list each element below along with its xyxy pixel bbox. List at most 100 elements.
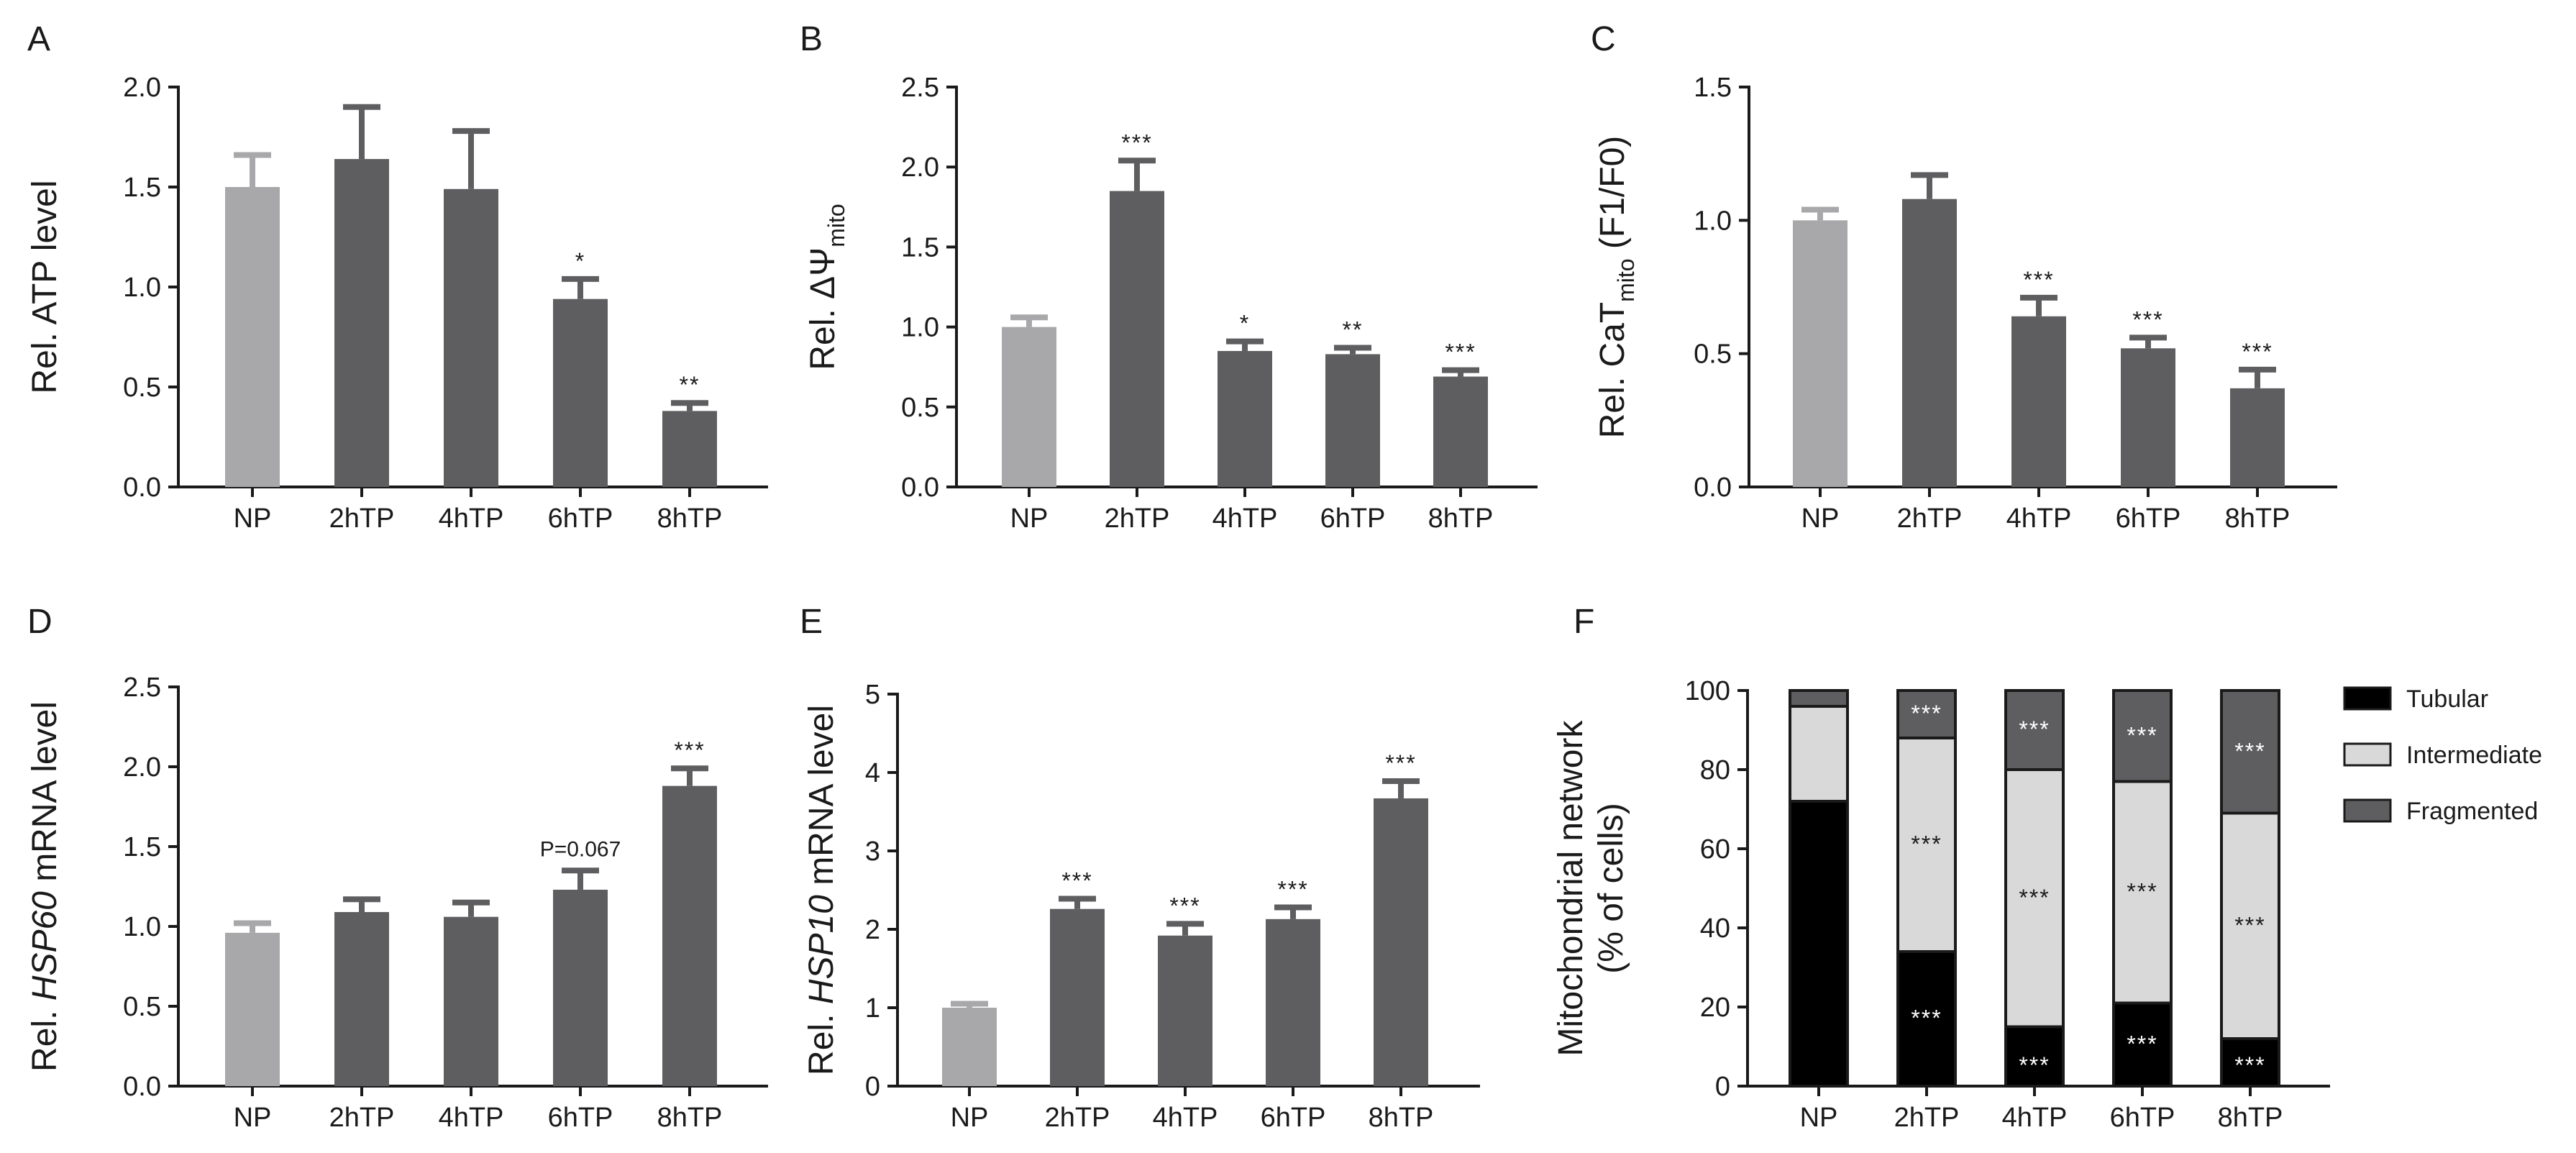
y-axis-label-line2: (% of cells) bbox=[1592, 803, 1630, 973]
significance-label: *** bbox=[1121, 129, 1152, 155]
y-tick-label: 1.0 bbox=[123, 273, 161, 303]
y-tick-label: 2.0 bbox=[123, 73, 161, 103]
y-tick-label: 0 bbox=[865, 1072, 880, 1102]
legend-swatch-intermediate bbox=[2343, 742, 2392, 767]
x-tick-label: 6hTP bbox=[2116, 503, 2181, 534]
y-axis-label: Rel. ΔΨmito bbox=[804, 204, 849, 370]
chart-panel-d: D 0.0 0.5 1.0 1.5 2.0 2.5 Rel. HSP60 mRNA level… bbox=[26, 603, 768, 1133]
significance-label: *** bbox=[2127, 879, 2157, 905]
bar bbox=[334, 912, 389, 1086]
x-tick-label: 4hTP bbox=[1212, 503, 1278, 534]
y-tick-label: 2.0 bbox=[901, 152, 939, 183]
significance-label: *** bbox=[2242, 339, 2273, 365]
y-axis-label: Rel. ATP level bbox=[26, 180, 64, 393]
panel-letter: E bbox=[800, 603, 823, 641]
x-tick-label: 2hTP bbox=[1045, 1103, 1110, 1133]
bar bbox=[1325, 354, 1380, 487]
significance-label: *** bbox=[1061, 867, 1092, 893]
y-tick-label: 1.0 bbox=[123, 912, 161, 942]
bar bbox=[1433, 376, 1488, 487]
bar bbox=[2121, 348, 2175, 487]
x-tick-label: 2hTP bbox=[329, 1103, 395, 1133]
panel-letter: C bbox=[1591, 20, 1616, 58]
significance-label: *** bbox=[2023, 267, 2054, 293]
x-tick-label: 4hTP bbox=[2006, 503, 2072, 534]
bar bbox=[662, 785, 717, 1086]
stacked-segment-fragmented bbox=[1789, 689, 1849, 708]
y-axis-label-subscript: mito bbox=[1613, 258, 1639, 301]
bar bbox=[1902, 199, 1957, 487]
significance-label: *** bbox=[2019, 1052, 2050, 1078]
stacked-segment-fragmented bbox=[2004, 689, 2065, 771]
significance-label: *** bbox=[2132, 306, 2163, 332]
y-axis-label: Rel. CaTmito (F1/F0) bbox=[1594, 136, 1639, 439]
y-tick-label: 80 bbox=[1700, 755, 1730, 785]
legend-label-tubular: Tubular bbox=[2406, 685, 2488, 713]
significance-label: *** bbox=[2234, 912, 2265, 938]
stacked-segment-intermediate bbox=[1789, 705, 1849, 803]
y-tick-label: 20 bbox=[1700, 993, 1730, 1023]
bar bbox=[553, 298, 608, 487]
bar bbox=[553, 889, 608, 1086]
bar bbox=[2230, 388, 2285, 487]
bar bbox=[1793, 220, 1847, 487]
y-axis-label-subscript: mito bbox=[823, 204, 849, 247]
significance-label: *** bbox=[1911, 831, 1942, 857]
y-axis-label-main: Rel. bbox=[26, 1001, 64, 1072]
stacked-segment-tubular bbox=[2112, 1001, 2173, 1088]
bar bbox=[662, 411, 717, 487]
y-axis-label-gene: HSP10 bbox=[803, 895, 841, 1004]
y-axis-label: Mitochondrial network bbox=[1552, 720, 1590, 1057]
y-tick-label: 1.5 bbox=[123, 173, 161, 203]
bar bbox=[1002, 327, 1056, 487]
bar bbox=[2011, 316, 2066, 487]
y-tick-label: 2.5 bbox=[901, 73, 939, 103]
y-tick-label: 0.5 bbox=[123, 992, 161, 1022]
significance-label: *** bbox=[1911, 1006, 1942, 1031]
y-tick-label: 0.0 bbox=[901, 473, 939, 503]
legend-label-intermediate: Intermediate bbox=[2406, 742, 2542, 769]
significance-label: *** bbox=[674, 737, 705, 763]
y-tick-label: 40 bbox=[1700, 913, 1730, 944]
x-tick-label: 6hTP bbox=[2110, 1103, 2175, 1133]
y-tick-label: 0.0 bbox=[1694, 473, 1732, 503]
y-tick-label: 4 bbox=[865, 758, 880, 788]
y-axis-label-suffix: mRNA level bbox=[26, 701, 64, 891]
y-axis-label-gene: HSP60 bbox=[26, 891, 64, 1001]
y-axis-label: Rel. HSP10 mRNA level bbox=[803, 705, 841, 1075]
y-tick-label: 0.5 bbox=[123, 373, 161, 403]
y-tick-label: 2 bbox=[865, 915, 880, 945]
x-tick-label: 8hTP bbox=[2218, 1103, 2283, 1133]
bar bbox=[1374, 798, 1428, 1086]
stacked-segment-fragmented bbox=[2112, 689, 2173, 783]
chart-panel-f: F 0 20 40 60 80 100 Mitochondrial network (% of … bbox=[1552, 603, 2542, 1133]
x-tick-label: 8hTP bbox=[657, 503, 723, 534]
x-tick-label: 6hTP bbox=[548, 1103, 613, 1133]
y-tick-label: 1.0 bbox=[1694, 206, 1732, 236]
significance-label: *** bbox=[2127, 722, 2157, 748]
y-tick-label: 0.0 bbox=[123, 473, 161, 503]
significance-label: * bbox=[575, 248, 585, 274]
chart-panel-e: E 0 1 2 3 4 5 Rel. HSP10 mRNA level NP 2hTP *** 4hT… bbox=[800, 603, 1480, 1133]
legend-swatch-fragmented bbox=[2343, 798, 2392, 823]
x-tick-label: 4hTP bbox=[1153, 1103, 1218, 1133]
x-tick-label: 8hTP bbox=[1428, 503, 1494, 534]
bar bbox=[444, 916, 498, 1086]
stacked-segment-fragmented bbox=[2220, 689, 2280, 815]
significance-label: *** bbox=[1169, 893, 1200, 919]
bar bbox=[225, 187, 280, 487]
significance-label: * bbox=[1240, 311, 1250, 337]
stacked-segment-tubular bbox=[1789, 800, 1849, 1088]
stacked-segment-fragmented bbox=[1896, 689, 1957, 739]
legend-label-fragmented: Fragmented bbox=[2406, 798, 2538, 825]
y-axis-label-suffix: (F1/F0) bbox=[1594, 136, 1632, 259]
y-tick-label: 1.5 bbox=[901, 232, 939, 263]
y-tick-label: 0.0 bbox=[123, 1072, 161, 1102]
bar bbox=[444, 188, 498, 487]
bar bbox=[1266, 919, 1320, 1086]
y-axis-label-main: Rel. CaT bbox=[1594, 302, 1632, 438]
legend-swatch-tubular bbox=[2343, 686, 2392, 711]
bar bbox=[1050, 908, 1105, 1086]
